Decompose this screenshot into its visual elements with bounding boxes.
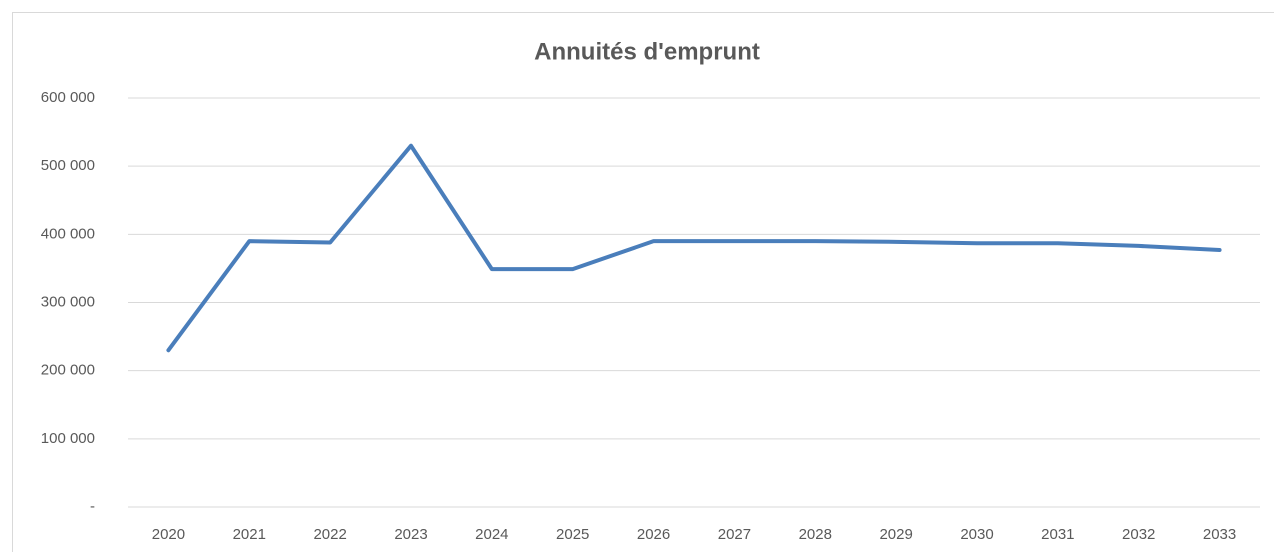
x-tick-label: 2029 — [879, 526, 912, 543]
x-tick-label: 2030 — [960, 526, 993, 543]
x-tick-label: 2031 — [1041, 526, 1074, 543]
y-tick-label: - — [90, 498, 95, 515]
y-tick-label: 600 000 — [41, 89, 95, 106]
line-series — [166, 143, 1222, 353]
x-tick-label: 2025 — [556, 526, 589, 543]
y-tick-label: 300 000 — [41, 293, 95, 310]
x-tick-label: 2022 — [313, 526, 346, 543]
x-tick-label: 2028 — [799, 526, 832, 543]
x-tick-label: 2032 — [1122, 526, 1155, 543]
x-tick-label: 2033 — [1203, 526, 1236, 543]
y-tick-label: 100 000 — [41, 430, 95, 447]
chart-title: Annuités d'emprunt — [534, 38, 760, 65]
y-tick-label: 500 000 — [41, 157, 95, 174]
chart-frame — [12, 12, 1274, 552]
x-tick-label: 2021 — [233, 526, 266, 543]
y-tick-label: 200 000 — [41, 362, 95, 379]
x-tick-label: 2026 — [637, 526, 670, 543]
x-tick-label: 2023 — [394, 526, 427, 543]
x-tick-label: 2024 — [475, 526, 508, 543]
x-tick-label: 2020 — [152, 526, 185, 543]
x-tick-label: 2027 — [718, 526, 751, 543]
y-tick-label: 400 000 — [41, 225, 95, 242]
